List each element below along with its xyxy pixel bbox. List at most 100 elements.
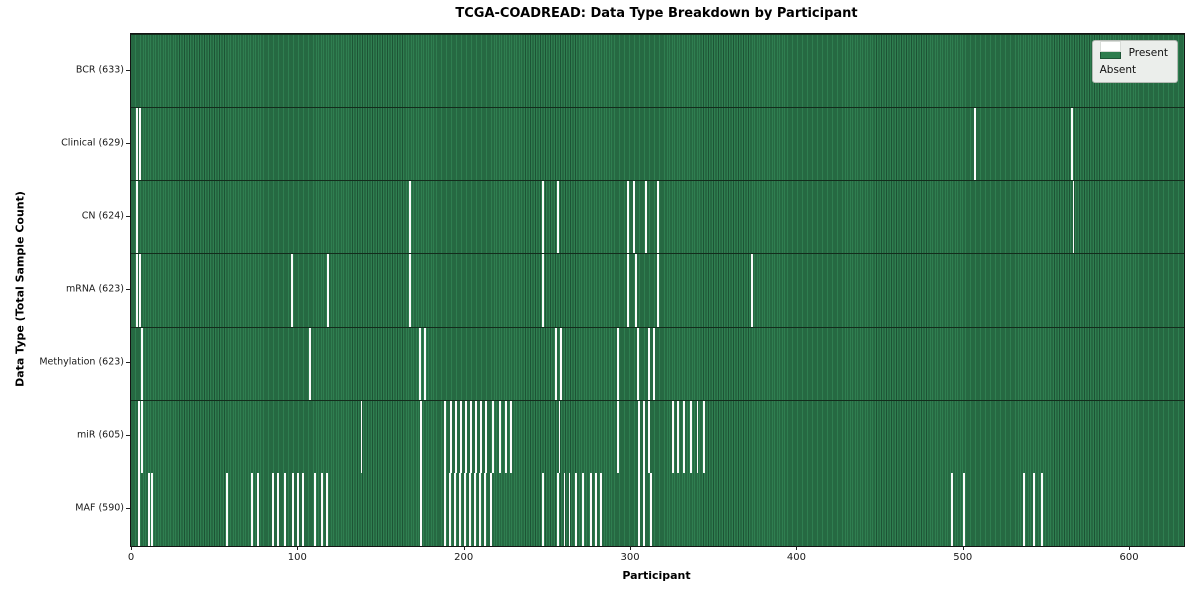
- absent-stripe: [480, 400, 483, 473]
- y-tick-label: BCR (633): [75, 64, 124, 76]
- absent-stripe: [575, 472, 578, 546]
- absent-stripe: [308, 327, 311, 400]
- y-tick-label: MAF (590): [75, 502, 124, 514]
- absent-stripe: [135, 108, 138, 181]
- absent-stripe: [656, 254, 659, 327]
- absent-stripe: [140, 400, 143, 473]
- absent-stripe: [483, 472, 486, 546]
- absent-stripe: [137, 472, 140, 546]
- absent-stripe: [683, 400, 686, 473]
- absent-stripe: [636, 327, 639, 400]
- absent-stripe: [250, 472, 253, 546]
- absent-stripe: [671, 400, 674, 473]
- absent-stripe: [277, 472, 280, 546]
- absent-stripe: [418, 327, 421, 400]
- x-tick-mark: [630, 546, 632, 550]
- absent-stripe: [320, 472, 323, 546]
- absent-stripe: [420, 472, 423, 546]
- absent-stripe: [478, 472, 481, 546]
- absent-stripe: [325, 472, 328, 546]
- absent-stripe: [643, 400, 646, 473]
- absent-stripe: [541, 472, 544, 546]
- absent-stripe: [1040, 472, 1043, 546]
- absent-stripe: [360, 400, 363, 473]
- y-tick-label: Methylation (623): [39, 356, 124, 368]
- x-tick-mark: [1129, 546, 1131, 550]
- y-tick-mark: [126, 508, 130, 510]
- absent-stripe: [650, 472, 652, 546]
- y-tick-mark: [126, 215, 130, 217]
- x-tick-mark: [131, 546, 132, 550]
- y-tick-mark: [126, 69, 130, 71]
- y-tick-mark: [126, 362, 130, 364]
- row-Methylation: [131, 326, 1184, 400]
- absent-stripe: [150, 472, 153, 546]
- absent-stripe: [443, 472, 446, 546]
- row-Clinical: [131, 107, 1184, 181]
- y-tick-label: Clinical (629): [61, 137, 124, 149]
- x-tick-label: 200: [454, 552, 474, 563]
- absent-stripe: [541, 181, 544, 254]
- absent-stripe: [475, 400, 478, 473]
- absent-stripe: [408, 181, 411, 254]
- absent-stripe: [490, 472, 493, 546]
- y-tick-label: mRNA (623): [65, 283, 124, 295]
- absent-stripe: [225, 472, 228, 546]
- absent-stripe: [626, 181, 629, 254]
- absent-stripe: [595, 472, 597, 546]
- x-tick-label: 400: [786, 552, 806, 563]
- legend-label-absent: Absent: [1099, 64, 1137, 76]
- absent-stripe: [703, 400, 706, 473]
- absent-stripe: [450, 400, 453, 473]
- absent-stripe: [448, 472, 451, 546]
- absent-stripe: [290, 254, 293, 327]
- absent-stripe: [563, 472, 566, 546]
- absent-swatch-icon: [1099, 41, 1121, 52]
- absent-stripe: [656, 181, 659, 254]
- absent-stripe: [455, 400, 458, 473]
- absent-stripe: [638, 400, 641, 473]
- absent-stripe: [139, 254, 142, 327]
- absent-stripe: [465, 400, 468, 473]
- y-tick-mark: [126, 142, 130, 144]
- absent-stripe: [653, 327, 656, 400]
- absent-stripe: [498, 400, 501, 473]
- row-MAF: [131, 472, 1184, 546]
- absent-stripe: [485, 400, 488, 473]
- absent-stripe: [453, 472, 456, 546]
- x-tick-label: 300: [620, 552, 640, 563]
- absent-stripe: [635, 254, 637, 327]
- x-tick-mark: [463, 546, 465, 550]
- y-tick-mark: [126, 435, 130, 437]
- absent-stripe: [643, 472, 646, 546]
- x-tick-mark: [297, 546, 299, 550]
- absent-stripe: [313, 472, 316, 546]
- absent-stripe: [676, 400, 679, 473]
- y-tick-label: miR (605): [76, 429, 124, 441]
- absent-stripe: [951, 472, 953, 546]
- absent-stripe: [302, 472, 305, 546]
- absent-stripe: [140, 327, 143, 400]
- absent-stripe: [1032, 472, 1035, 546]
- row-mRNA: [131, 253, 1184, 327]
- absent-stripe: [556, 472, 559, 546]
- absent-stripe: [423, 327, 426, 400]
- absent-stripe: [460, 400, 463, 473]
- x-tick-label: 100: [287, 552, 307, 563]
- plot-area: Present Absent: [130, 33, 1185, 547]
- absent-stripe: [147, 472, 150, 546]
- absent-stripe: [135, 181, 138, 254]
- absent-stripe: [962, 472, 965, 546]
- absent-stripe: [581, 472, 584, 546]
- absent-stripe: [284, 472, 286, 546]
- absent-stripe: [648, 327, 651, 400]
- absent-stripe: [1070, 108, 1073, 181]
- absent-stripe: [510, 400, 513, 473]
- legend-item-absent: Absent: [1099, 41, 1168, 76]
- absent-stripe: [470, 400, 473, 473]
- absent-stripe: [1022, 472, 1025, 546]
- absent-stripe: [751, 254, 754, 327]
- absent-stripe: [139, 108, 142, 181]
- absent-stripe: [689, 400, 692, 473]
